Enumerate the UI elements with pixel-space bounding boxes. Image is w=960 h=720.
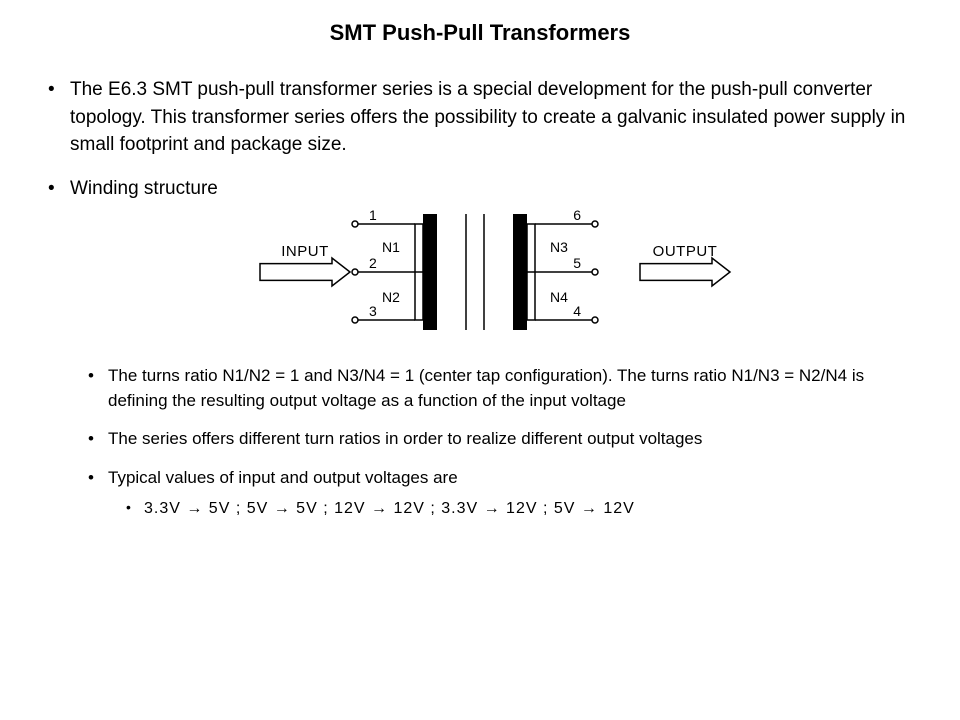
bullet-overview: The E6.3 SMT push-pull transformer serie…: [48, 76, 920, 159]
svg-text:N4: N4: [550, 289, 568, 305]
svg-text:1: 1: [369, 207, 377, 223]
svg-text:N2: N2: [382, 289, 400, 305]
bullet-winding-structure: Winding structure 1 2 3 6 5 4 N1 N2 N3 N4 INPUT OUT…: [48, 175, 920, 520]
bullet-winding-structure-label: Winding structure: [70, 178, 218, 199]
sub-bullet-list: The turns ratio N1/N2 = 1 and N3/N4 = 1 …: [88, 364, 920, 520]
bullet-typical-values-label: Typical values of input and output volta…: [108, 468, 458, 487]
svg-text:N3: N3: [550, 239, 568, 255]
transformer-diagram-wrap: 1 2 3 6 5 4 N1 N2 N3 N4 INPUT OUTPUT: [70, 206, 920, 346]
bullet-turns-ratio: The turns ratio N1/N2 = 1 and N3/N4 = 1 …: [88, 364, 920, 413]
svg-text:OUTPUT: OUTPUT: [653, 243, 718, 260]
svg-text:5: 5: [573, 255, 581, 271]
svg-text:2: 2: [369, 255, 377, 271]
page-title: SMT Push-Pull Transformers: [40, 20, 920, 46]
bullet-series-ratios: The series offers different turn ratios …: [88, 427, 920, 452]
svg-text:6: 6: [573, 207, 581, 223]
sub-sub-bullet-list: 3.3V → 5V ; 5V → 5V ; 12V → 12V ; 3.3V →…: [126, 497, 920, 520]
svg-text:3: 3: [369, 303, 377, 319]
bullet-typical-values: Typical values of input and output volta…: [88, 466, 920, 520]
bullet-voltage-examples: 3.3V → 5V ; 5V → 5V ; 12V → 12V ; 3.3V →…: [126, 497, 920, 520]
bullet-list: The E6.3 SMT push-pull transformer serie…: [48, 76, 920, 520]
transformer-diagram: 1 2 3 6 5 4 N1 N2 N3 N4 INPUT OUTPUT: [245, 206, 745, 346]
svg-text:INPUT: INPUT: [281, 243, 329, 260]
svg-text:N1: N1: [382, 239, 400, 255]
svg-text:4: 4: [573, 303, 581, 319]
